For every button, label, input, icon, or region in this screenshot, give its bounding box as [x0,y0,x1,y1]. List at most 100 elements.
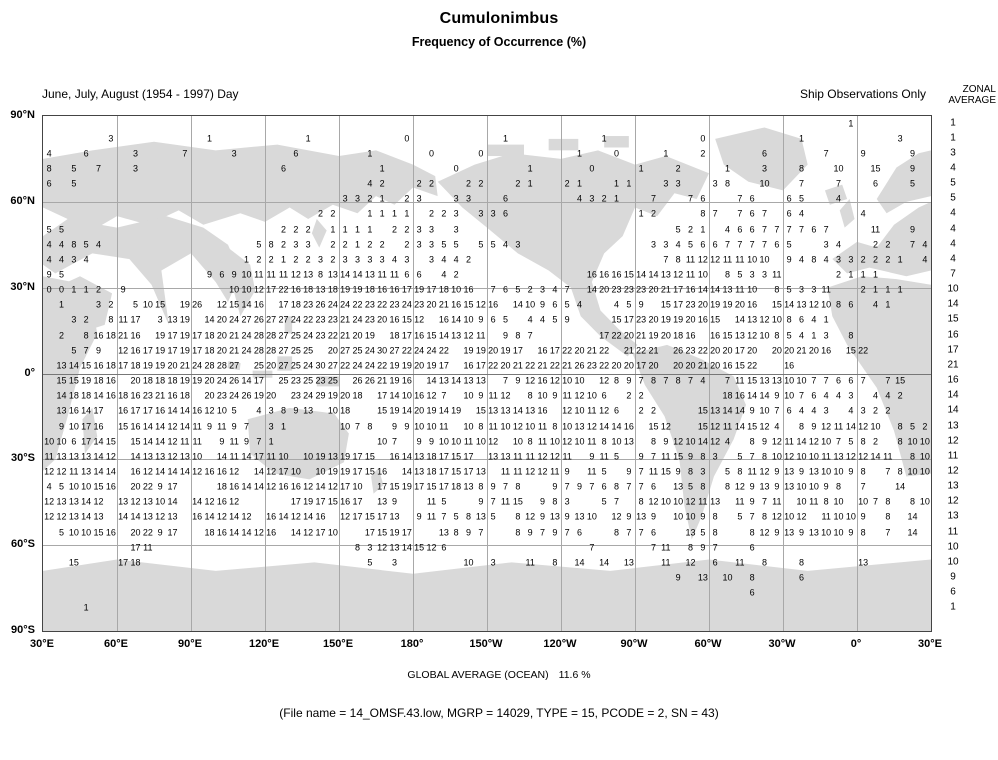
grid-value: 16 [611,269,622,280]
grid-value: 13 [710,496,721,507]
grid-value: 12 [858,451,869,462]
grid-value: 14 [734,314,745,325]
grid-value: 11 [883,451,893,462]
grid-value: 14 [870,451,881,462]
grid-value: 15 [229,299,240,310]
grid-value: 4 [576,299,583,310]
grid-value: 2 [872,436,879,447]
grid-value: 26 [364,375,375,386]
grid-value: 19 [451,405,462,416]
grid-value: 12 [426,390,437,401]
grid-value: 9 [823,481,829,492]
grid-value: 8 [811,254,817,265]
grid-value: 14 [253,466,264,477]
grid-value: 17 [426,284,437,295]
y-axis-label: 60°S [11,538,35,551]
grid-value: 19 [648,330,659,341]
grid-value: 7 [786,224,792,235]
grid-value: 9 [539,496,546,507]
grid-value: 18 [216,481,227,492]
grid-value: 12 [660,421,671,431]
grid-value: 11 [562,390,572,401]
grid-value: 9 [157,527,163,538]
zonal-average-value: 10 [947,556,959,568]
grid-value: 4 [724,436,731,447]
grid-value: 1 [823,314,829,325]
grid-value: 10 [525,421,536,431]
grid-value: 6 [650,527,657,538]
grid-value: 12 [710,421,721,431]
grid-value: 7 [354,421,361,431]
continent-eurasia [43,141,438,231]
grid-value: 10 [451,436,462,447]
grid-value: 17 [512,345,523,356]
grid-value: 0 [478,148,484,159]
grid-value: 24 [340,299,351,310]
grid-value: 6 [798,314,805,325]
grid-value: 16 [105,481,116,492]
grid-value: 2 [897,390,903,401]
grid-value: 10 [512,436,523,447]
grid-value: 13 [81,451,92,462]
grid-value: 22 [858,345,869,356]
grid-value: 9 [589,451,595,462]
grid-value: 10 [759,405,770,416]
grid-value: 7 [885,375,891,386]
grid-value: 15 [697,405,708,416]
grid-value: 3 [823,239,829,250]
grid-value: 9 [860,148,866,159]
grid-value: 9 [774,481,780,492]
grid-value: 26 [673,345,684,356]
zonal-average-value: 5 [950,177,956,189]
grid-value: 13 [808,466,819,477]
grid-value: 13 [438,527,449,538]
grid-value: 20 [414,360,425,371]
grid-value: 5 [490,239,496,250]
grid-value: 9 [478,314,484,325]
grid-value: 11 [648,466,659,477]
grid-value: 12 [266,481,277,492]
latitude-gridline [43,459,931,461]
grid-value: 10 [660,496,671,507]
island-philippines [284,316,293,334]
grid-value: 19 [155,330,166,341]
grid-value: 9 [774,527,780,538]
grid-value: 24 [364,345,375,356]
grid-value: 8 [860,466,866,477]
grid-value: 5 [675,224,681,235]
grid-value: 12 [759,466,770,477]
grid-value: 1 [268,436,274,447]
grid-value: 27 [340,345,351,356]
grid-value: 4 [256,405,262,416]
grid-value: 21 [796,345,807,356]
grid-value: 12 [229,466,240,477]
grid-value: 13 [81,466,92,477]
grid-value: 17 [93,405,104,416]
grid-value: 8 [687,466,694,477]
grid-value: 1 [342,224,348,235]
grid-value: 8 [885,511,891,522]
grid-value: 16 [697,314,708,325]
grid-value: 18 [155,375,166,386]
grid-value: 4 [798,405,805,416]
grid-value: 2 [330,239,336,250]
grid-value: 16 [537,405,548,416]
grid-value: 8 [786,314,792,325]
grid-value: 20 [771,345,782,356]
grid-value: 21 [537,360,548,371]
grid-value: 15 [895,375,906,386]
grid-value: 28 [266,330,277,341]
grid-value: 7 [798,178,805,189]
grid-value: 18 [340,405,351,416]
grid-value: 5 [909,178,916,189]
grid-value: 16 [463,284,474,295]
grid-value: 2 [872,254,879,265]
grid-value: 14 [315,481,326,492]
grid-value: 1 [367,208,373,219]
source-label: Ship Observations Only [799,87,926,101]
grid-value: 10 [685,511,696,522]
grid-value: 22 [636,345,647,356]
grid-value: 15 [697,421,708,431]
grid-value: 7 [638,527,644,538]
zonal-average-value: 14 [947,389,959,401]
